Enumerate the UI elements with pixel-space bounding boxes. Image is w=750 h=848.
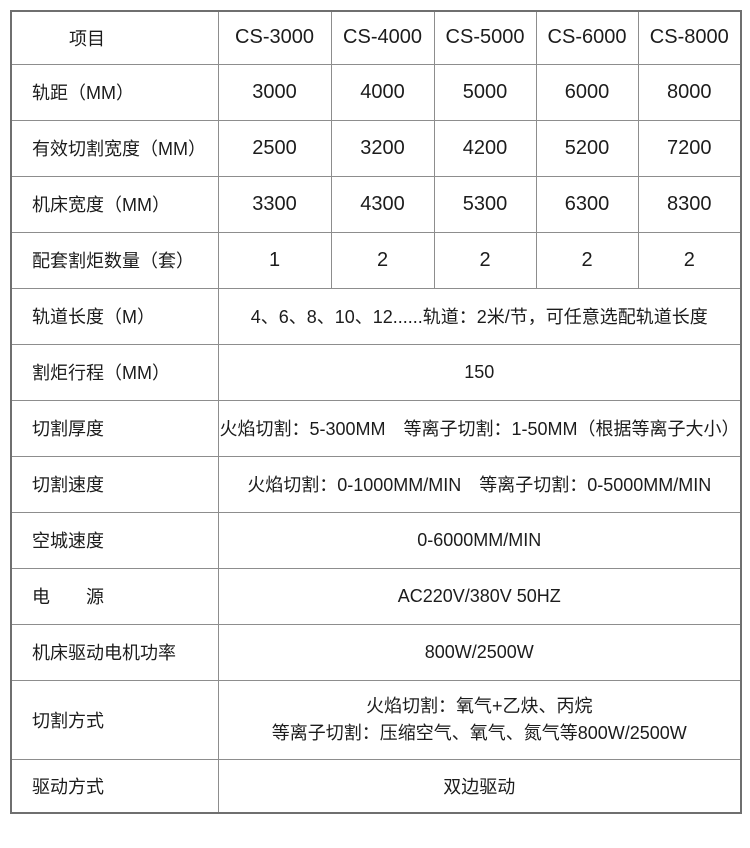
spec-value: 5300 <box>433 175 537 233</box>
table-row-cutting-thickness: 切割厚度 火焰切割：5-300MM 等离子切割：1-50MM（根据等离子大小） <box>10 399 742 457</box>
row-label: 电 源 <box>10 567 219 625</box>
spec-value: 3300 <box>217 175 332 233</box>
table-row-drive-motor-power: 机床驱动电机功率 800W/2500W <box>10 623 742 681</box>
table-row-drive-method: 驱动方式 双边驱动 <box>10 758 742 814</box>
spec-value: 8300 <box>637 175 742 233</box>
row-label: 切割速度 <box>10 455 219 513</box>
row-label: 机床驱动电机功率 <box>10 623 219 681</box>
spec-value: 3200 <box>330 119 435 177</box>
row-label: 割炬行程（MM） <box>10 343 219 401</box>
spec-value: 2 <box>637 231 742 289</box>
spec-span-value: 4、6、8、10、12......轨道：2米/节，可任意选配轨道长度 <box>217 287 742 345</box>
spec-span-value: 火焰切割：5-300MM 等离子切割：1-50MM（根据等离子大小） <box>217 399 742 457</box>
table-row-track-gauge: 轨距（MM） 3000 4000 5000 6000 8000 <box>10 63 742 121</box>
cutting-method-line-plasma: 等离子切割：压缩空气、氧气、氮气等800W/2500W <box>271 722 687 743</box>
spec-value: 6300 <box>535 175 639 233</box>
table-row-cutting-method: 切割方式 火焰切割：氧气+乙炔、丙烷 等离子切割：压缩空气、氧气、氮气等800W… <box>10 679 742 760</box>
table-row-cutting-speed: 切割速度 火焰切割：0-1000MM/MIN 等离子切割：0-5000MM/MI… <box>10 455 742 513</box>
spec-value: 8000 <box>637 63 742 121</box>
spec-value: 4300 <box>330 175 435 233</box>
spec-span-value: AC220V/380V 50HZ <box>217 567 742 625</box>
row-label: 切割方式 <box>10 679 219 760</box>
row-label: 空城速度 <box>10 511 219 569</box>
row-label: 机床宽度（MM） <box>10 175 219 233</box>
row-label: 轨道长度（M） <box>10 287 219 345</box>
spec-value: 5000 <box>433 63 537 121</box>
row-label: 有效切割宽度（MM） <box>10 119 219 177</box>
spec-span-value: 火焰切割：0-1000MM/MIN 等离子切割：0-5000MM/MIN <box>217 455 742 513</box>
cutting-method-line-flame: 火焰切割：氧气+乙炔、丙烷 <box>365 695 593 716</box>
spec-value: 3000 <box>217 63 332 121</box>
table-row-rail-length: 轨道长度（M） 4、6、8、10、12......轨道：2米/节，可任意选配轨道… <box>10 287 742 345</box>
table-row-power-supply: 电 源 AC220V/380V 50HZ <box>10 567 742 625</box>
column-header-model: CS-5000 <box>433 10 537 65</box>
spec-span-value: 0-6000MM/MIN <box>217 511 742 569</box>
table-row-torch-count: 配套割炬数量（套） 1 2 2 2 2 <box>10 231 742 289</box>
spec-span-value: 火焰切割：氧气+乙炔、丙烷 等离子切割：压缩空气、氧气、氮气等800W/2500… <box>217 679 742 760</box>
row-label: 轨距（MM） <box>10 63 219 121</box>
table-row-machine-width: 机床宽度（MM） 3300 4300 5300 6300 8300 <box>10 175 742 233</box>
column-header-model: CS-6000 <box>535 10 639 65</box>
spec-value: 2500 <box>217 119 332 177</box>
spec-value: 2 <box>330 231 435 289</box>
spec-value: 1 <box>217 231 332 289</box>
spec-value: 4200 <box>433 119 537 177</box>
column-header-model: CS-3000 <box>217 10 332 65</box>
spec-span-value: 150 <box>217 343 742 401</box>
spec-table: 项目 CS-3000 CS-4000 CS-5000 CS-6000 CS-80… <box>10 10 742 814</box>
column-header-item: 项目 <box>10 10 219 65</box>
row-label: 切割厚度 <box>10 399 219 457</box>
row-label: 配套割炬数量（套） <box>10 231 219 289</box>
row-label: 驱动方式 <box>10 758 219 814</box>
table-row-torch-travel: 割炬行程（MM） 150 <box>10 343 742 401</box>
spec-value: 7200 <box>637 119 742 177</box>
column-header-model: CS-4000 <box>330 10 435 65</box>
table-header-row: 项目 CS-3000 CS-4000 CS-5000 CS-6000 CS-80… <box>10 10 742 65</box>
spec-value: 6000 <box>535 63 639 121</box>
spec-value: 5200 <box>535 119 639 177</box>
spec-value: 4000 <box>330 63 435 121</box>
spec-value: 2 <box>433 231 537 289</box>
spec-value: 2 <box>535 231 639 289</box>
table-row-idle-speed: 空城速度 0-6000MM/MIN <box>10 511 742 569</box>
spec-span-value: 双边驱动 <box>217 758 742 814</box>
table-row-cutting-width: 有效切割宽度（MM） 2500 3200 4200 5200 7200 <box>10 119 742 177</box>
column-header-model: CS-8000 <box>637 10 742 65</box>
spec-span-value: 800W/2500W <box>217 623 742 681</box>
